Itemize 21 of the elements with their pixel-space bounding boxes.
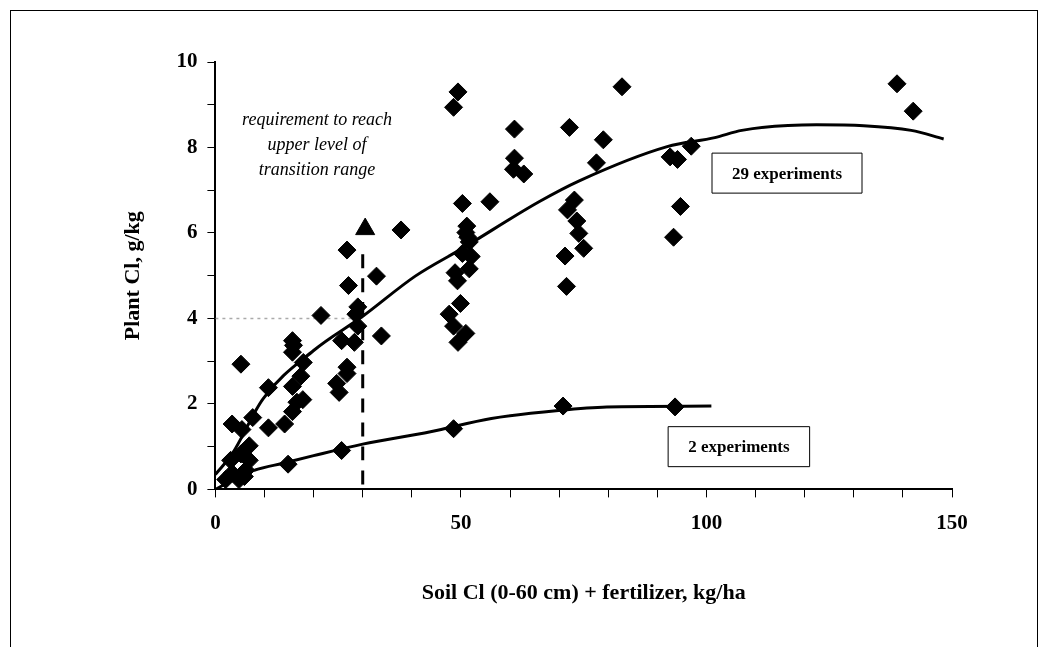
annotation: 2 experiments xyxy=(688,437,791,457)
y-axis-title: Plant Cl, g/kg xyxy=(118,211,144,341)
y-tick-label: 10 xyxy=(176,48,198,73)
x-tick-label: 100 xyxy=(690,510,723,535)
y-tick-label: 0 xyxy=(186,475,198,500)
point xyxy=(553,396,573,416)
annotation: 29 experiments xyxy=(731,163,843,183)
y-tick-label: 8 xyxy=(186,133,198,158)
point xyxy=(444,419,464,439)
annotation: requirement to reach upper level of transition range xyxy=(242,109,393,180)
x-tick-label: 50 xyxy=(450,510,472,535)
y-tick-label: 2 xyxy=(186,390,198,415)
x-tick-label: 150 xyxy=(936,510,968,535)
y-tick-label: 4 xyxy=(186,304,198,329)
x-axis-title: Soil Cl (0-60 cm) + fertilizer, kg/ha xyxy=(421,579,746,605)
point xyxy=(355,217,376,236)
x-tick-label: 0 xyxy=(210,510,221,535)
y-tick-label: 6 xyxy=(186,219,198,244)
point xyxy=(278,454,298,474)
point xyxy=(665,397,685,417)
point xyxy=(332,441,352,461)
